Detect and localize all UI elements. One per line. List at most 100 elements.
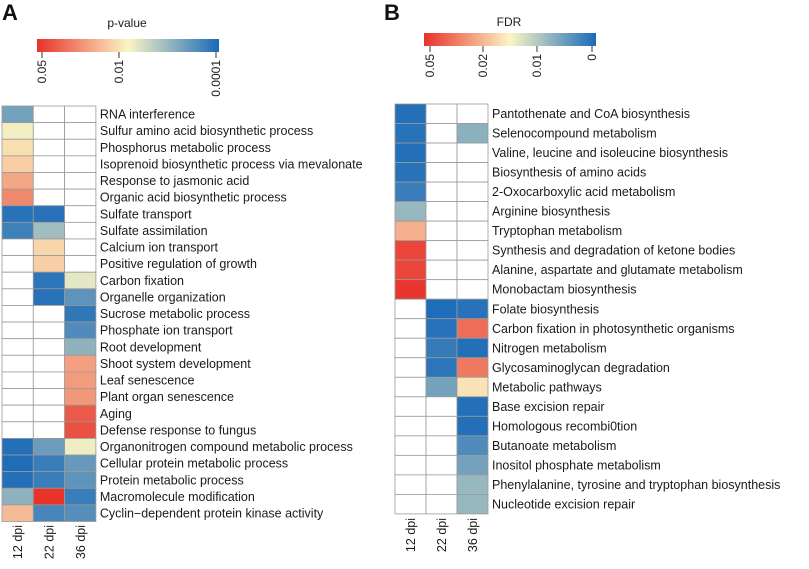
panel-b-cell-r7-c1 [425, 240, 458, 261]
panel-b-column-labels: 12 dpi 22 dpi 36 dpi [404, 518, 480, 552]
panel-b-cell-r14-c1 [425, 376, 458, 398]
panel-b-cell-r5-c1 [425, 201, 458, 222]
panel-b-cell-r3-c1 [425, 162, 458, 183]
panel-a-row-label: Response to jasmonic acid [100, 174, 249, 188]
panel-b-cell-r14-c0 [394, 376, 427, 398]
panel-a-cell-r17-c0 [1, 388, 34, 406]
panel-b-cell-r20-c2 [456, 493, 489, 515]
panel-a-cell-r15-c2 [64, 354, 97, 373]
panel-b-row-label: Nucleotide excision repair [492, 497, 635, 511]
panel-a-cell-r14-c1 [32, 338, 65, 356]
panel-a-row-label: RNA interference [100, 108, 195, 122]
panel-a-column-labels: 12 dpi 22 dpi 36 dpi [11, 525, 88, 559]
panel-b-row-label: Biosynthesis of amino acids [492, 166, 646, 180]
panel-a-cell-r9-c2 [64, 255, 97, 273]
panel-a-cell-r21-c2 [64, 454, 97, 473]
panel-b-row-label: Pantothenate and CoA biosynthesis [492, 107, 690, 121]
panel-a-cell-r12-c2 [64, 305, 97, 323]
panel-b-cell-r4-c2 [456, 181, 489, 203]
panel-a-cell-r18-c0 [1, 404, 34, 423]
panel-a-row-label: Cyclin−dependent protein kinase activity [100, 506, 324, 520]
panel-b-row-labels: Pantothenate and CoA biosynthesis Selenoc… [492, 107, 780, 511]
panel-b: B FDR 0.05 0.02 0.01 0 Pantothenate and … [384, 0, 780, 552]
panel-b-cell-r3-c0 [394, 162, 427, 183]
panel-a-tick-label-1: 0.01 [112, 60, 126, 84]
panel-b-cell-r6-c1 [425, 220, 458, 242]
panel-a-cell-r5-c0 [1, 188, 34, 207]
panel-a-cell-r0-c0 [1, 105, 34, 124]
panel-a-cell-r11-c2 [64, 288, 97, 306]
panel-b-row-label: Arginine biosynthesis [492, 205, 610, 219]
panel-b-cell-r19-c2 [456, 474, 489, 495]
panel-a-cell-r9-c0 [1, 255, 34, 273]
panel-a-row-label: Isoprenoid biosynthetic process via meva… [100, 157, 363, 171]
panel-b-cell-r4-c0 [394, 181, 427, 203]
panel-a-cell-r6-c0 [1, 205, 34, 223]
panel-b-cell-r12-c1 [425, 337, 458, 359]
panel-a-row-label: Root development [100, 340, 202, 354]
panel-a-row-labels: RNA interference Sulfur amino acid biosyn… [100, 108, 363, 521]
panel-a-heatmap-grid [1, 105, 97, 522]
panel-b-cell-r10-c2 [456, 298, 489, 320]
panel-b-row-label: Metabolic pathways [492, 380, 602, 394]
panel-b-row-label: Tryptophan metabolism [492, 224, 622, 238]
panel-b-cell-r1-c2 [456, 123, 489, 144]
panel-b-colorbar [424, 33, 596, 46]
panel-b-tick-label-3: 0 [585, 54, 599, 61]
panel-b-cell-r13-c0 [394, 357, 427, 378]
panel-b-cell-r0-c1 [425, 103, 458, 124]
panel-a-cell-r3-c0 [1, 155, 34, 173]
panel-a-cell-r2-c0 [1, 138, 34, 157]
panel-a-cell-r2-c2 [64, 138, 97, 157]
panel-a-row-label: Protein metabolic process [100, 473, 244, 487]
panel-a-row-label: Organelle organization [100, 290, 226, 304]
panel-a-row-label: Sulfur amino acid biosynthetic process [100, 124, 313, 138]
panel-b-row-label: Alanine, aspartate and glutamate metabol… [492, 263, 743, 277]
panel-a-cell-r7-c1 [32, 221, 65, 240]
panel-b-cell-r5-c2 [456, 201, 489, 222]
panel-a-row-label: Organonitrogen compound metabolic proces… [100, 440, 353, 454]
panel-a-cell-r17-c2 [64, 388, 97, 406]
panel-b-cell-r1-c0 [394, 123, 427, 144]
panel-b-cell-r4-c1 [425, 181, 458, 203]
panel-b-cell-r10-c0 [394, 298, 427, 320]
panel-b-cell-r8-c2 [456, 259, 489, 281]
panel-b-cell-r6-c2 [456, 220, 489, 242]
panel-a-column-label: 36 dpi [74, 525, 88, 559]
panel-a-letter: A [2, 0, 18, 25]
panel-b-row-label: Nitrogen metabolism [492, 341, 607, 355]
panel-a-row-label: Sulfate transport [100, 207, 192, 221]
panel-b-cell-r2-c0 [394, 142, 427, 163]
panel-b-cell-r13-c2 [456, 357, 489, 378]
panel-b-tick-label-1: 0.02 [476, 54, 490, 78]
panel-b-cell-r9-c1 [425, 279, 458, 300]
panel-a-cell-r9-c1 [32, 255, 65, 273]
panel-b-legend-ticks: 0.05 0.02 0.01 0 [423, 46, 599, 77]
panel-b-cell-r16-c2 [456, 415, 489, 437]
panel-a-cell-r5-c2 [64, 188, 97, 207]
panel-a-cell-r23-c0 [1, 487, 34, 506]
panel-b-cell-r10-c1 [425, 298, 458, 320]
panel-a-cell-r10-c0 [1, 271, 34, 290]
panel-a-cell-r13-c0 [1, 321, 34, 340]
panel-b-cell-r11-c2 [456, 318, 489, 339]
panel-b-cell-r0-c0 [394, 103, 427, 124]
panel-a-cell-r16-c2 [64, 371, 97, 389]
panel-b-column-label: 36 dpi [466, 518, 480, 552]
panel-b-cell-r3-c2 [456, 162, 489, 183]
panel-b-cell-r14-c2 [456, 376, 489, 398]
panel-a-row-label: Sucrose metabolic process [100, 307, 250, 321]
panel-b-cell-r19-c1 [425, 474, 458, 495]
panel-a-cell-r20-c0 [1, 437, 34, 456]
panel-b-cell-r7-c0 [394, 240, 427, 261]
panel-b-cell-r15-c0 [394, 396, 427, 417]
panel-a-cell-r24-c1 [32, 504, 65, 522]
panel-a-row-label: Sulfate assimilation [100, 224, 208, 238]
panel-a-cell-r1-c0 [1, 122, 34, 140]
panel-a-cell-r24-c0 [1, 504, 34, 522]
panel-a-cell-r12-c1 [32, 305, 65, 323]
panel-a-cell-r17-c1 [32, 388, 65, 406]
panel-a-row-label: Phosphate ion transport [100, 324, 233, 338]
panel-b-cell-r9-c2 [456, 279, 489, 300]
panel-b-cell-r12-c0 [394, 337, 427, 359]
